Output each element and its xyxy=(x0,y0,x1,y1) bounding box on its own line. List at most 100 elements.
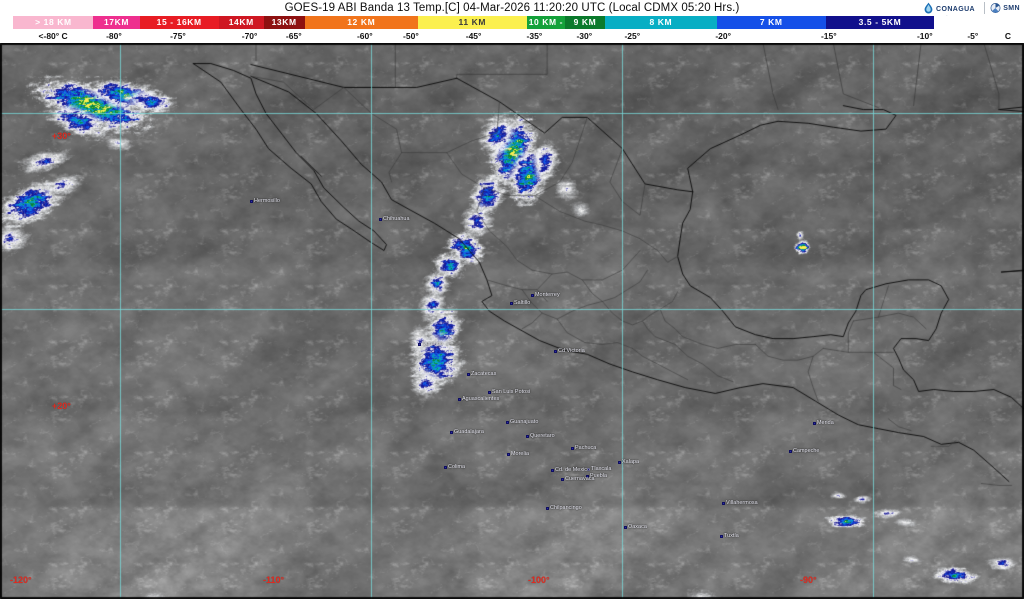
colorbar-segment: 11 KM xyxy=(417,16,527,29)
graticule-label: +20° xyxy=(52,401,71,411)
graticule-label: -120° xyxy=(10,575,32,585)
city-label: Durango xyxy=(422,341,444,347)
temperature-color-scale: > 18 KM 17KM 15 - 16KM 14KM 13KM 12 KM 11 KM 10… xyxy=(0,16,1024,43)
city-dot-icon xyxy=(618,460,621,464)
city-label: Cd. de Mexico xyxy=(555,467,591,473)
city-dot-icon xyxy=(571,446,574,450)
city-dot-icon xyxy=(561,477,564,481)
city-dot-icon xyxy=(789,449,792,453)
colorbar-segment-label: 8 KM xyxy=(649,17,673,27)
city-label: Hermosillo xyxy=(254,198,280,204)
city-label: San Luis Potosi xyxy=(492,389,531,395)
city-label: Morelia xyxy=(511,451,530,457)
colorbar-segment: 14KM xyxy=(218,16,264,29)
city-marker: Cd. de Mexico xyxy=(551,467,590,473)
city-label: Tlaxcala xyxy=(591,466,612,472)
graticule-label: -110° xyxy=(263,575,285,585)
colorbar-tick: -10° xyxy=(916,31,933,41)
city-dot-icon xyxy=(458,397,461,401)
city-dot-icon xyxy=(488,390,491,394)
smn-logo: SMN xyxy=(990,2,1020,14)
colorbar-tick: -25° xyxy=(624,31,641,41)
colorbar-segment-label: 3.5 - 5KM xyxy=(858,17,902,27)
city-label: Cuernavaca xyxy=(565,476,595,482)
city-marker: Pachuca xyxy=(571,445,596,451)
city-dot-icon xyxy=(551,468,554,472)
page-title: GOES-19 ABI Banda 13 Temp.[C] 04-Mar-202… xyxy=(284,2,740,14)
colorbar-tick: -20° xyxy=(715,31,732,41)
satellite-map[interactable]: +30° +20° -120° -110° -100° -90° Hermosillo Chi… xyxy=(0,43,1024,599)
city-marker: Xalapa xyxy=(618,459,639,465)
colorbar-segment: 13KM xyxy=(263,16,305,29)
city-label: Guadalajara xyxy=(454,429,484,435)
city-label: Colima xyxy=(448,464,466,470)
colorbar-tick: -5° xyxy=(967,31,979,41)
city-marker: San Luis Potosi xyxy=(488,389,530,395)
city-dot-icon xyxy=(526,434,529,438)
header: GOES-19 ABI Banda 13 Temp.[C] 04-Mar-202… xyxy=(0,0,1024,19)
graticule-label: -90° xyxy=(800,575,817,585)
city-dot-icon xyxy=(450,430,453,434)
colorbar-segment-label: 14KM xyxy=(228,17,254,27)
city-dot-icon xyxy=(444,465,447,469)
city-label: Pachuca xyxy=(575,445,597,451)
colorbar-segment-label: > 18 KM xyxy=(35,17,72,27)
city-label: Puebla xyxy=(590,473,608,479)
colorbar-segments: > 18 KM 17KM 15 - 16KM 14KM 13KM 12 KM 11 KM 10… xyxy=(0,16,1024,29)
city-dot-icon xyxy=(720,534,723,538)
colorbar-segment-label: 11 KM xyxy=(458,17,487,27)
city-label: Xalapa xyxy=(622,459,640,465)
colorbar-segment: 10 KM - xyxy=(526,16,566,29)
city-label: Tuxtla xyxy=(724,533,739,539)
city-dot-icon xyxy=(813,421,816,425)
logo-group: CONAGUA COMISIÓN NACIONAL DEL AGUA SMN xyxy=(923,0,1020,19)
colorbar-segment: 9 KM xyxy=(565,16,605,29)
city-dot-icon xyxy=(722,501,725,505)
city-marker: Tuxtla xyxy=(720,533,739,539)
colorbar-segment-label: 10 KM - xyxy=(528,17,564,27)
city-label: Cd Victoria xyxy=(558,348,585,354)
city-label: Zacatecas xyxy=(471,371,497,377)
city-dot-icon xyxy=(546,506,549,510)
city-marker: Cd Victoria xyxy=(554,348,585,354)
colorbar-tick: -80° xyxy=(106,31,122,41)
colorbar-tick: C xyxy=(1004,31,1012,41)
city-dot-icon xyxy=(531,293,534,297)
water-drop-icon xyxy=(924,2,933,14)
colorbar-segment: 17KM xyxy=(93,16,140,29)
colorbar-segment-label: 12 KM xyxy=(347,17,376,27)
colorbar-segment: 3.5 - 5KM xyxy=(825,16,935,29)
colorbar-segment-label: 17KM xyxy=(103,17,130,27)
city-dot-icon xyxy=(418,342,421,346)
city-marker: Colima xyxy=(444,464,465,470)
colorbar-tick: -15° xyxy=(820,31,837,41)
city-label: Chihuahua xyxy=(383,216,410,222)
graticule-label: +30° xyxy=(52,131,71,141)
city-dot-icon xyxy=(250,199,253,203)
city-dot-icon xyxy=(624,525,627,529)
city-label: Guanajuato xyxy=(510,419,539,425)
graticule-label: -100° xyxy=(528,575,550,585)
colorbar-segment: 12 KM xyxy=(304,16,418,29)
city-dot-icon xyxy=(507,452,510,456)
colorbar-segment: > 18 KM xyxy=(13,16,94,29)
colorbar-tick: -70° xyxy=(241,31,258,41)
colorbar-tick-labels: <-80° C -80° -75° -70° -65° -60° -50° -45° -35° -… xyxy=(0,29,1024,43)
city-label: Aguascalientes xyxy=(462,396,500,402)
city-marker: Hermosillo xyxy=(250,198,280,204)
colorbar-segment: 8 KM xyxy=(604,16,717,29)
colorbar-tick: -30° xyxy=(576,31,593,41)
city-marker: Puebla xyxy=(586,473,607,479)
city-label: Villahermosa xyxy=(726,500,758,506)
city-label: Queretaro xyxy=(530,433,555,439)
city-label: Merida xyxy=(817,420,834,426)
map-annotation-overlay: +30° +20° -120° -110° -100° -90° Hermosillo Chi… xyxy=(0,43,1024,599)
city-label: Saltillo xyxy=(514,300,531,306)
colorbar-tick: <-80° C xyxy=(38,31,68,41)
colorbar-segment-label: 13KM xyxy=(271,17,297,27)
city-marker: Merida xyxy=(813,420,834,426)
city-dot-icon xyxy=(510,301,513,305)
city-dot-icon xyxy=(467,372,470,376)
city-label: Oaxaca xyxy=(628,524,647,530)
city-marker: Cuernavaca xyxy=(561,476,595,482)
